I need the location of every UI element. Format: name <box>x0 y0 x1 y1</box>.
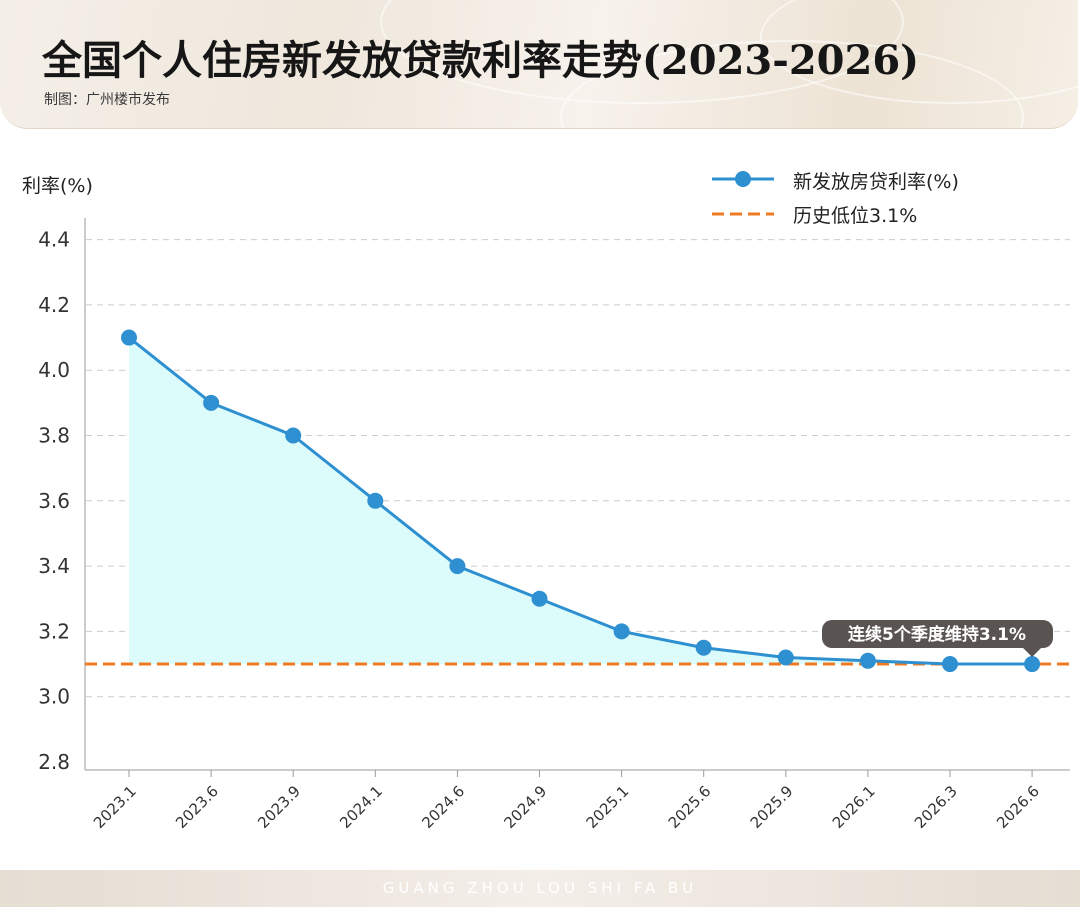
data-point <box>695 639 712 656</box>
legend-series-label: 新发放房贷利率(%) <box>793 171 959 193</box>
series-area-fill <box>129 337 1033 665</box>
y-axis-label: 利率(%) <box>22 175 93 197</box>
annotation-label: 连续5个季度维持3.1% <box>848 624 1026 645</box>
line-chart: 2.8 3.0 3.2 3.4 3.6 3.8 4.0 4.2 4.4 利率(%) 2023.1 20… <box>22 171 1070 832</box>
x-tick-label: 2026.3 <box>911 782 961 832</box>
y-tick-label: 3.4 <box>38 554 70 578</box>
data-point <box>285 427 302 444</box>
data-point <box>531 590 548 607</box>
y-tick-label: 3.6 <box>38 489 70 513</box>
x-tick-label: 2023.1 <box>90 782 140 832</box>
data-point <box>942 656 958 673</box>
footer-watermark: GUANG ZHOU LOU SHI FA BU <box>0 870 1080 907</box>
data-point <box>121 329 137 346</box>
y-tick-label: 4.2 <box>38 293 70 317</box>
annotation-callout-box <box>822 620 1053 648</box>
chart-title: 全国个人住房新发放贷款利率走势(2023-2026) <box>42 37 920 84</box>
x-tick-label: 2025.9 <box>747 782 797 832</box>
y-tick-label: 2.8 <box>38 750 70 774</box>
data-point <box>1024 656 1041 673</box>
x-tick-label: 2024.1 <box>336 782 386 832</box>
data-point <box>203 394 220 411</box>
annotation-callout-pointer <box>1023 648 1042 657</box>
y-tick-label: 3.2 <box>38 619 70 643</box>
x-tick-label: 2023.9 <box>254 782 304 832</box>
x-tick-label: 2026.1 <box>829 782 879 832</box>
data-point <box>859 652 876 669</box>
x-tick-label: 2023.6 <box>172 782 222 832</box>
data-point <box>777 649 794 666</box>
x-tick-label: 2026.6 <box>993 782 1043 832</box>
data-point <box>367 492 384 509</box>
x-tick-label: 2025.1 <box>583 782 633 832</box>
y-tick-label: 3.8 <box>38 424 70 448</box>
y-tick-label: 3.0 <box>38 685 70 709</box>
title-banner: 全国个人住房新发放贷款利率走势(2023-2026) 制图：广州楼市发布 <box>0 0 1078 129</box>
x-tick-label: 2024.6 <box>418 782 468 832</box>
legend-reference-label: 历史低位3.1% <box>793 205 917 227</box>
y-tick-label: 4.4 <box>38 228 70 252</box>
series-line <box>128 336 1033 666</box>
y-tick-label: 4.0 <box>38 358 70 382</box>
chart-credit: 制图：广州楼市发布 <box>44 92 170 108</box>
x-tick-label: 2024.9 <box>500 782 550 832</box>
x-tick-label: 2025.6 <box>665 782 715 832</box>
data-point <box>449 558 466 575</box>
legend-series-swatch-marker <box>735 171 751 187</box>
data-point <box>613 623 630 640</box>
